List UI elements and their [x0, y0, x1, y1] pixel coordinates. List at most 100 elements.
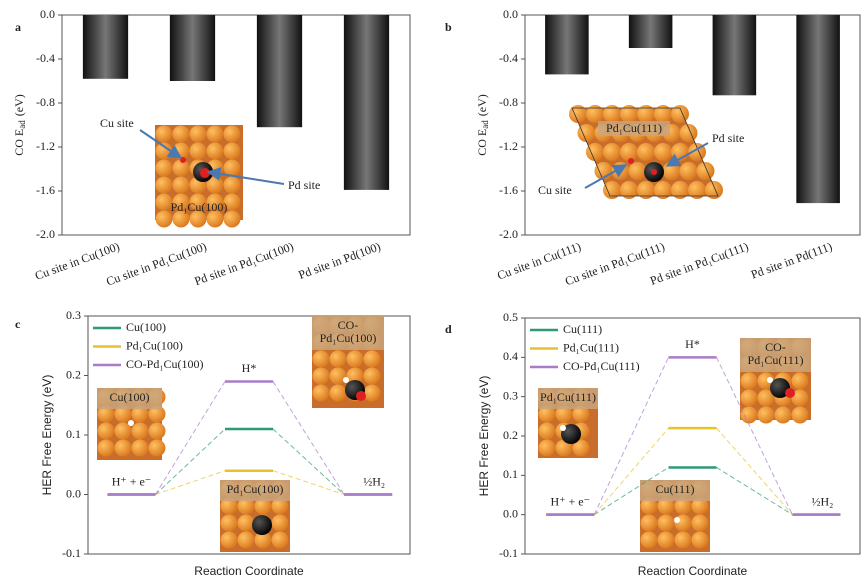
inset-label: CO-	[765, 340, 786, 354]
atom	[757, 406, 775, 424]
legend-label: Pd₁Cu(100)	[126, 338, 183, 352]
atom	[671, 181, 689, 199]
inset-label: Pd₁Cu(111)	[606, 121, 662, 135]
y-tick-label: -2.0	[36, 227, 55, 241]
atom	[346, 367, 364, 385]
o-atom	[785, 388, 795, 398]
annotation: Cu site	[100, 116, 134, 130]
atom	[363, 350, 381, 368]
cu-marker	[628, 158, 634, 164]
atom	[312, 367, 330, 385]
atom	[657, 497, 675, 515]
atom	[628, 162, 647, 180]
o-atom	[356, 391, 366, 401]
inset-band	[640, 480, 710, 501]
atom	[740, 406, 758, 424]
atom	[791, 406, 809, 424]
connector	[593, 427, 669, 515]
atom	[220, 531, 238, 549]
connector	[155, 381, 226, 495]
atom	[172, 159, 190, 177]
atom	[586, 143, 604, 161]
atom	[654, 105, 672, 123]
atom	[620, 143, 638, 161]
atom	[637, 181, 655, 199]
arrow	[139, 129, 183, 159]
atom	[97, 422, 115, 440]
atom	[757, 372, 775, 390]
atom	[705, 181, 723, 199]
atom	[172, 210, 190, 228]
atom	[189, 193, 207, 211]
h-atom	[128, 420, 134, 426]
atom	[223, 193, 241, 211]
atom	[679, 162, 698, 180]
atom	[640, 514, 658, 532]
atom	[223, 142, 241, 160]
atom	[237, 514, 255, 532]
connector	[716, 357, 793, 515]
y-tick-label: -2.0	[499, 227, 518, 241]
connector	[272, 428, 345, 495]
pd-atom	[252, 515, 272, 535]
y-tick-label: -0.8	[36, 95, 55, 109]
atom	[155, 210, 173, 228]
y-tick-label: 0.3	[503, 388, 518, 402]
atom	[577, 124, 596, 142]
y-label-main: CO E	[12, 129, 26, 156]
atom	[696, 162, 715, 180]
bar	[82, 15, 129, 79]
atom	[220, 514, 238, 532]
atom	[189, 142, 207, 160]
legend-label: Pd₁Cu(111)	[563, 340, 619, 354]
atom	[363, 384, 381, 402]
atom	[312, 384, 330, 402]
inset-label: CO-	[338, 318, 359, 332]
inset-band	[220, 480, 290, 501]
atom	[688, 181, 706, 199]
y-tick-label: -0.1	[499, 546, 518, 560]
atom	[329, 367, 347, 385]
y-axis-label: CO Ead (eV)	[12, 94, 27, 155]
x-tick-label: Pd site in Pd(111)	[749, 239, 834, 281]
atom	[572, 405, 590, 423]
inset-band	[97, 388, 162, 409]
y-axis-label: CO Ead (eV)	[475, 94, 490, 155]
atom	[206, 210, 224, 228]
bar	[343, 15, 390, 190]
y-tick-label: 0.0	[66, 486, 81, 500]
atom	[271, 497, 289, 515]
y-tick-label: 0.2	[66, 367, 81, 381]
y-tick-label: -0.8	[499, 95, 518, 109]
panel-label: c	[15, 317, 21, 331]
level-label: H*	[242, 361, 257, 375]
atom	[312, 350, 330, 368]
x-axis-label: Reaction Coordinate	[638, 564, 748, 578]
atom	[172, 176, 190, 194]
atom	[691, 497, 709, 515]
atom	[254, 497, 272, 515]
bar	[628, 15, 673, 48]
annotation: Cu site	[538, 183, 572, 197]
y-axis-label: HER Free Energy (eV)	[40, 375, 54, 496]
atom	[657, 514, 675, 532]
y-label-main: CO E	[475, 129, 489, 156]
level-label: H⁺ + e⁻	[551, 494, 590, 508]
inset-band	[538, 388, 598, 409]
inset-band	[312, 316, 384, 350]
annotation: Pd site	[712, 131, 744, 145]
x-tick-label: Cu site in Pd₁Cu(100)	[104, 239, 208, 288]
level-label: ½H₂	[363, 474, 385, 488]
plot-frame	[524, 14, 861, 236]
atom	[254, 531, 272, 549]
atom	[131, 405, 149, 423]
pd-atom	[561, 424, 581, 444]
atom	[586, 105, 604, 123]
connector	[716, 467, 793, 516]
annotation: Pd site	[288, 178, 320, 192]
atom	[172, 193, 190, 211]
atom	[148, 422, 166, 440]
y-tick-label: -1.6	[499, 183, 518, 197]
inset-label: Pd₁Cu(100)	[227, 482, 284, 496]
inset-outline	[571, 107, 719, 197]
